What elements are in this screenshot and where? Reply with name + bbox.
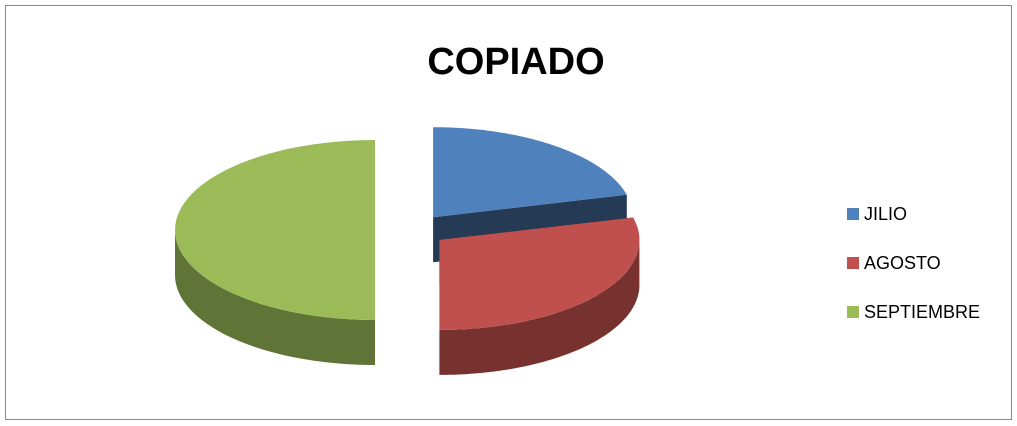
- pie-slice: [439, 217, 640, 330]
- slice-wall: [439, 239, 640, 375]
- chart-title: COPIADO: [427, 41, 604, 83]
- legend-label: JILIO: [864, 204, 907, 224]
- legend-swatch: [847, 306, 859, 318]
- legend-label: SEPTIEMBRE: [864, 302, 980, 322]
- pie-slice: [175, 140, 375, 320]
- legend-swatch: [847, 208, 859, 220]
- slice-wall: [175, 230, 375, 365]
- legend-label: AGOSTO: [864, 253, 941, 273]
- legend-swatch: [847, 257, 859, 269]
- pie-slice: [433, 127, 627, 218]
